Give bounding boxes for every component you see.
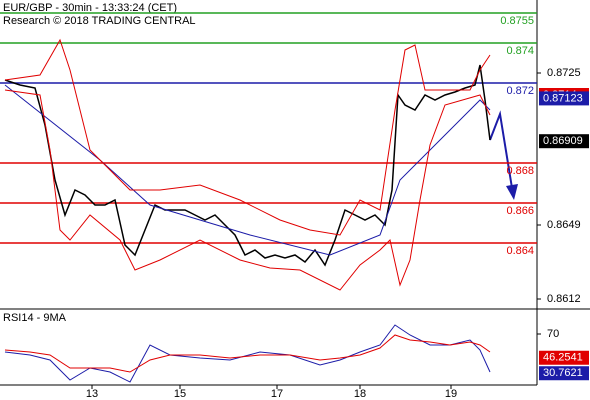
- y-tick-label: 70: [547, 328, 559, 340]
- x-tick-label: 13: [86, 388, 98, 400]
- level-label: 0.8755: [500, 15, 534, 27]
- y-tick-label: 0.8725: [547, 67, 581, 79]
- series-line: [4, 84, 491, 256]
- level-label: 0.864: [506, 245, 534, 257]
- y-tick-label: 0.8649: [547, 219, 581, 231]
- level-label: 0.866: [506, 205, 534, 217]
- rsi-title: RSI14 - 9MA: [3, 312, 67, 324]
- price-marker: [539, 350, 589, 365]
- price-marker: [539, 366, 589, 381]
- price-marker-label: 0.86909: [543, 135, 583, 147]
- x-tick-label: 15: [174, 388, 186, 400]
- x-tick-label: 18: [354, 388, 366, 400]
- price-marker: [539, 134, 589, 149]
- level-label: 0.872: [506, 85, 534, 97]
- series-line: [4, 334, 491, 373]
- price-marker-label: 0.87123: [543, 92, 583, 104]
- chart-subtitle: Research © 2018 TRADING CENTRAL: [3, 15, 196, 27]
- chart-title: EUR/GBP - 30min - 13:33:24 (CET): [3, 2, 177, 14]
- y-tick-label: 0.8612: [547, 293, 581, 305]
- x-tick-label: 19: [445, 388, 457, 400]
- price-marker-label: 46.2541: [543, 352, 583, 364]
- forecast-arrowhead: [506, 184, 518, 200]
- level-label: 0.874: [506, 45, 534, 57]
- series-line: [4, 89, 491, 291]
- x-tick-label: 17: [271, 388, 283, 400]
- level-label: 0.868: [506, 165, 534, 177]
- series-line: [4, 324, 491, 383]
- price-marker-label: 30.7621: [543, 367, 583, 379]
- series-line: [4, 64, 491, 267]
- series-line: [4, 38, 491, 236]
- price-marker: [539, 91, 589, 106]
